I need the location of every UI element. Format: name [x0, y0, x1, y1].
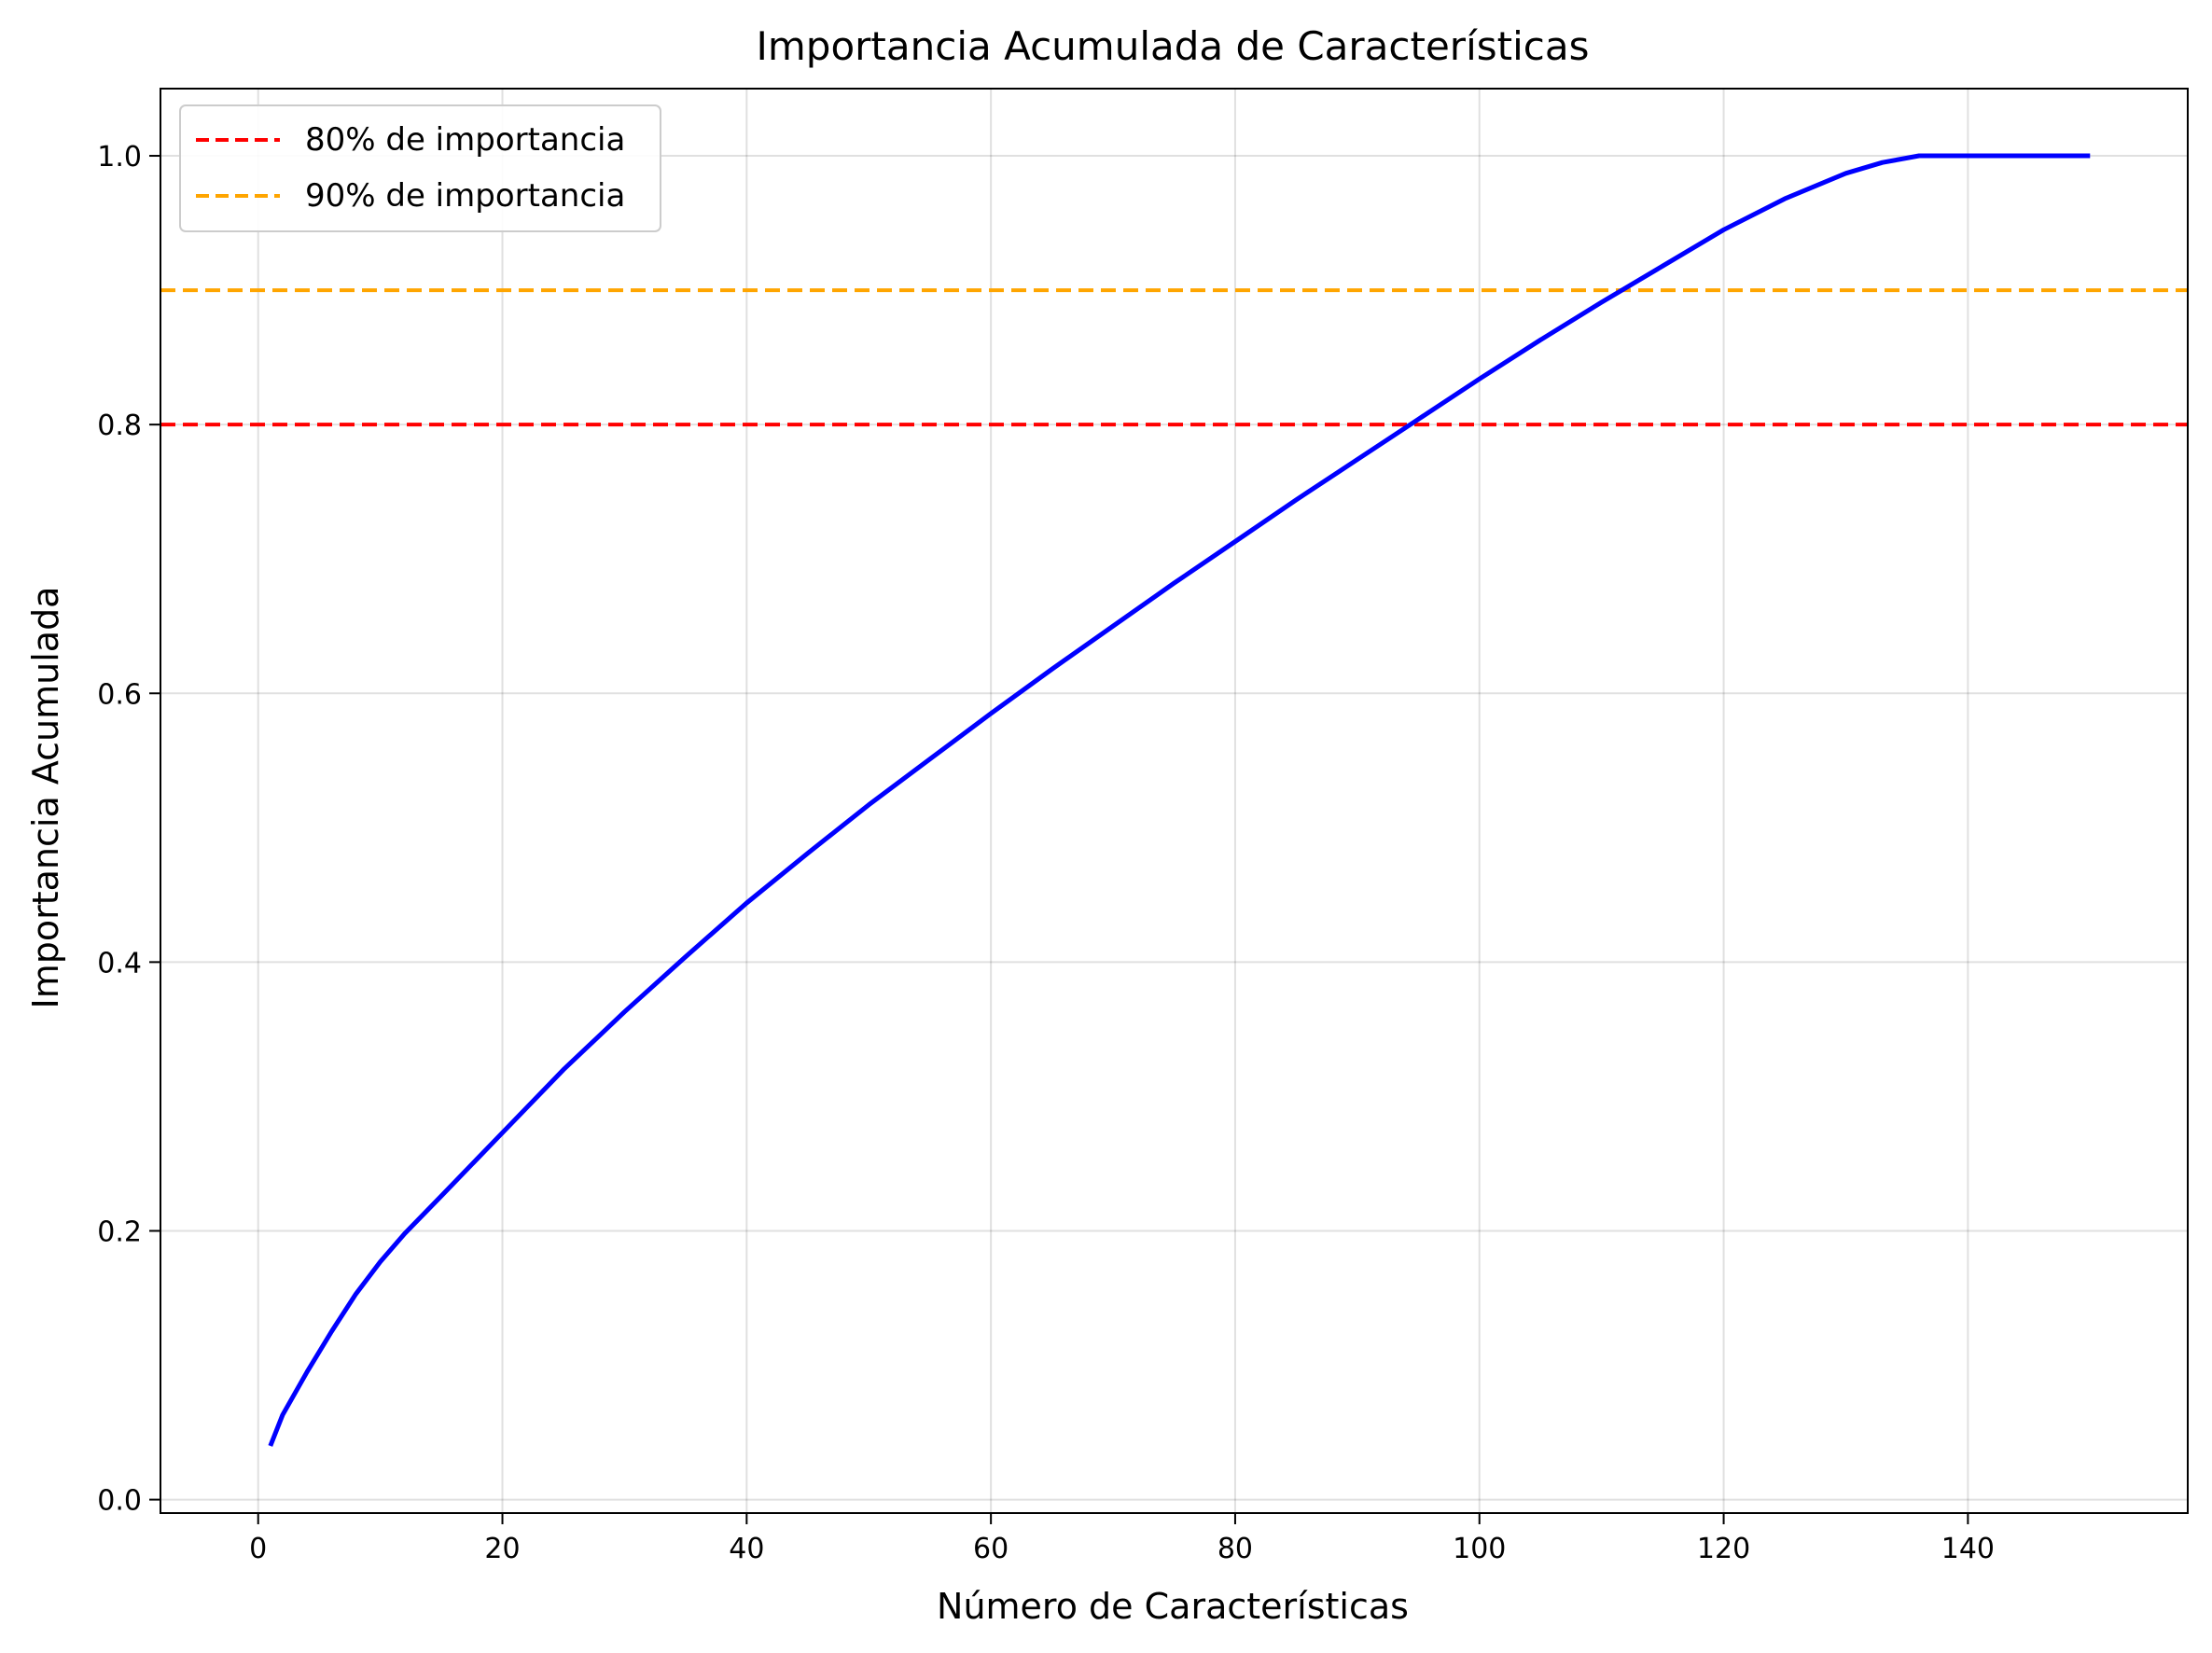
y-tick-label: 0.4 [97, 947, 142, 979]
x-tick-label: 140 [1941, 1533, 1995, 1565]
y-tick-label: 0.8 [97, 410, 142, 442]
x-tick-label: 40 [729, 1533, 764, 1565]
reference-lines [160, 288, 2188, 427]
legend: 80% de importancia 90% de importancia [179, 104, 661, 232]
legend-label-80: 80% de importancia [305, 121, 625, 159]
x-axis-ticks: 0 20 40 60 80 100 120 140 [249, 1513, 1995, 1565]
y-tick-label: 1.0 [97, 141, 142, 174]
cumulative-importance-line [268, 153, 2091, 1447]
legend-label-90: 90% de importancia [305, 177, 625, 215]
x-axis-title: Número de Características [937, 1586, 1409, 1627]
chart-title: Importancia Acumulada de Características [757, 23, 1590, 69]
y-axis-ticks: 0.0 0.2 0.4 0.6 0.8 1.0 [97, 141, 160, 1518]
x-tick-label: 120 [1697, 1533, 1750, 1565]
y-tick-label: 0.0 [97, 1485, 142, 1518]
x-tick-label: 20 [484, 1533, 520, 1565]
plot-frame [160, 88, 2189, 1514]
x-tick-label: 0 [249, 1533, 267, 1565]
y-tick-label: 0.6 [97, 678, 142, 711]
y-axis-title: Importancia Acumulada [25, 587, 66, 1009]
x-tick-label: 100 [1453, 1533, 1506, 1565]
x-tick-label: 80 [1217, 1533, 1253, 1565]
legend-box [179, 104, 661, 232]
x-tick-label: 60 [973, 1533, 1009, 1565]
series-lines [268, 153, 2091, 1447]
y-tick-label: 0.2 [97, 1215, 142, 1248]
